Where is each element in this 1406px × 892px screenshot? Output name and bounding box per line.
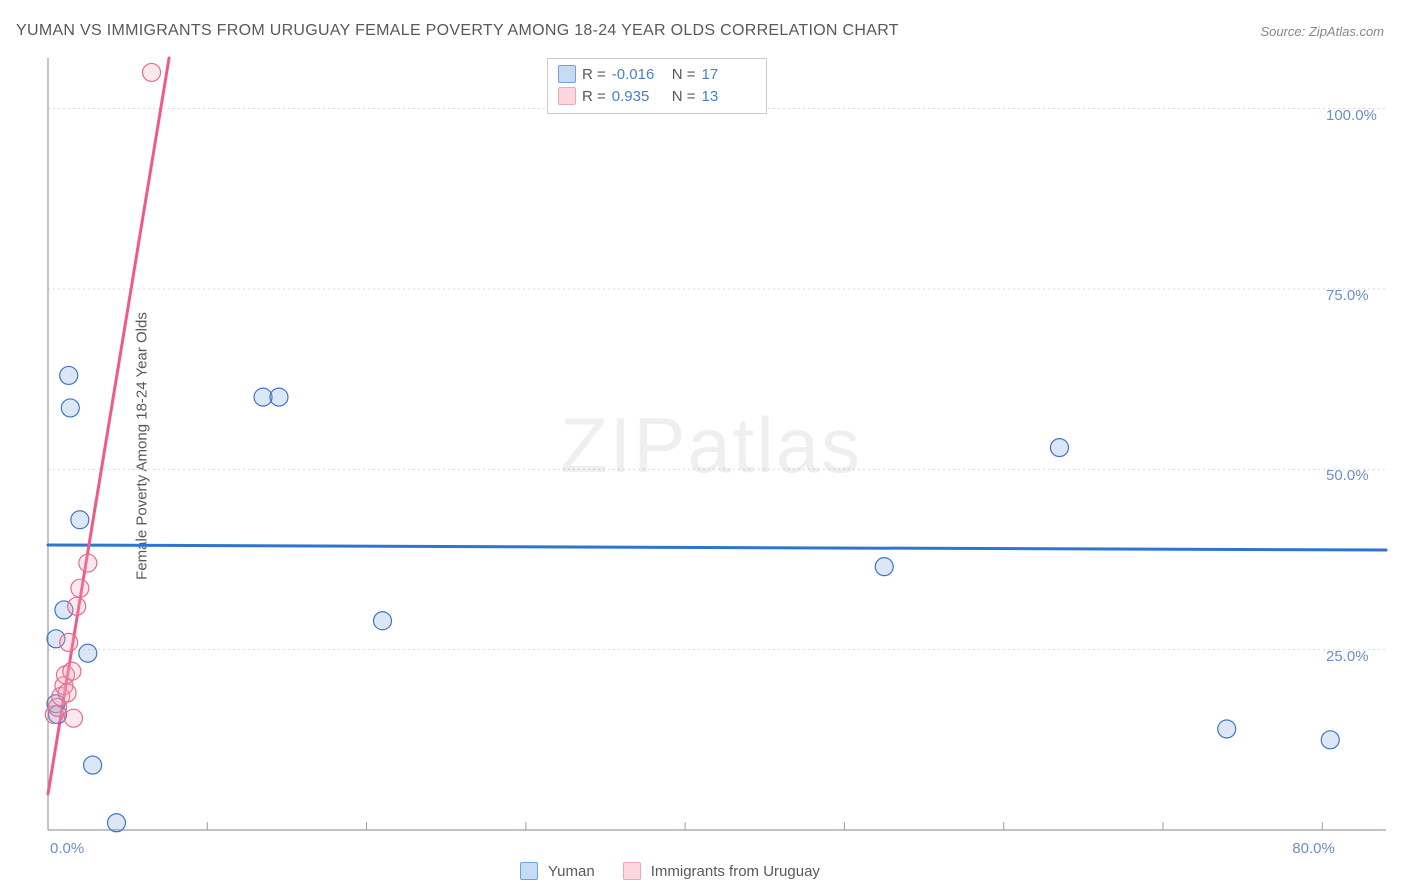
stats-n-label: N = (672, 66, 696, 83)
stats-row: R = -0.016 N = 17 (558, 63, 756, 85)
legend-swatch (558, 87, 576, 105)
x-tick-label: 0.0% (50, 840, 84, 857)
stats-legend-box: R = -0.016 N = 17 R = 0.935 N = 13 (547, 58, 767, 114)
y-tick-label: 50.0% (1326, 467, 1369, 484)
y-tick-label: 75.0% (1326, 287, 1369, 304)
series-legend: Yuman Immigrants from Uruguay (520, 862, 838, 880)
chart-title: YUMAN VS IMMIGRANTS FROM URUGUAY FEMALE … (16, 22, 899, 40)
stats-n-value: 13 (702, 88, 756, 105)
stats-r-label: R = (582, 88, 606, 105)
legend-label: Yuman (548, 863, 595, 880)
source-label: Source: ZipAtlas.com (1260, 24, 1384, 39)
legend-label: Immigrants from Uruguay (651, 863, 820, 880)
stats-row: R = 0.935 N = 13 (558, 85, 756, 107)
legend-swatch (558, 65, 576, 83)
stats-r-label: R = (582, 66, 606, 83)
stats-r-value: -0.016 (612, 66, 666, 83)
x-tick-label: 80.0% (1292, 840, 1335, 857)
y-tick-label: 100.0% (1326, 107, 1377, 124)
stats-n-value: 17 (702, 66, 756, 83)
scatter-plot (48, 58, 1386, 830)
legend-swatch (520, 862, 538, 880)
stats-n-label: N = (672, 88, 696, 105)
y-tick-label: 25.0% (1326, 648, 1369, 665)
legend-swatch (623, 862, 641, 880)
stats-r-value: 0.935 (612, 88, 666, 105)
